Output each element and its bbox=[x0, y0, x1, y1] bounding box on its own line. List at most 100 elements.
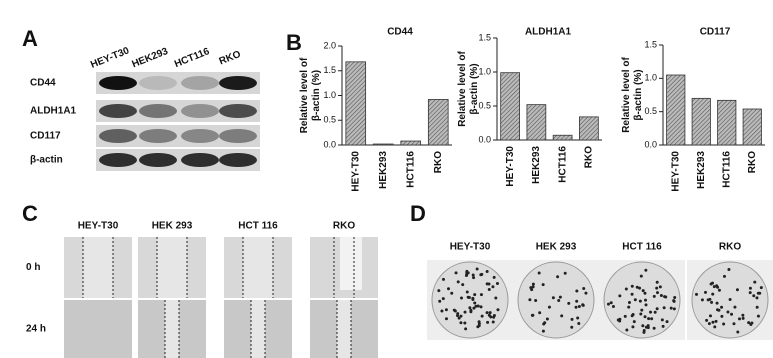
bar bbox=[427, 99, 449, 146]
y-tick-label: 1.5 bbox=[644, 39, 657, 49]
colony bbox=[726, 310, 730, 314]
chart-title: ALDH1A1 bbox=[525, 27, 572, 38]
colony bbox=[575, 289, 579, 293]
colony bbox=[486, 320, 490, 324]
colony bbox=[644, 303, 648, 307]
colony bbox=[485, 282, 489, 286]
colony bbox=[672, 307, 676, 311]
colony bbox=[473, 293, 477, 297]
blot-band bbox=[219, 153, 257, 167]
colony bbox=[468, 306, 472, 310]
colony bbox=[656, 291, 660, 295]
blot-strip bbox=[96, 100, 260, 122]
colony bbox=[494, 296, 498, 300]
y-tick-label: 0.5 bbox=[644, 106, 657, 116]
colony bbox=[655, 280, 659, 284]
colony bbox=[728, 297, 732, 301]
panel-label: C bbox=[22, 201, 38, 226]
lane-label: HEY-T30 bbox=[89, 45, 131, 71]
colony bbox=[545, 317, 549, 321]
y-tick-label: 0.0 bbox=[644, 139, 657, 149]
colony bbox=[480, 314, 484, 318]
colony bbox=[477, 324, 481, 328]
colony bbox=[531, 285, 535, 289]
bar bbox=[400, 140, 422, 146]
colony bbox=[748, 286, 752, 290]
y-tick-label: 1.0 bbox=[478, 66, 491, 76]
colony bbox=[727, 267, 731, 271]
dish bbox=[603, 261, 681, 339]
colony bbox=[638, 299, 642, 303]
y-tick-label: 0.5 bbox=[478, 100, 491, 110]
colony bbox=[730, 312, 734, 316]
colony bbox=[469, 310, 473, 314]
colony bbox=[755, 305, 759, 309]
blot-band bbox=[99, 129, 137, 143]
bar bbox=[691, 97, 711, 146]
blot-strip bbox=[96, 125, 260, 147]
colony bbox=[713, 325, 717, 329]
colony bbox=[576, 316, 580, 320]
column-label: HEY-T30 bbox=[450, 242, 491, 253]
colony bbox=[467, 296, 471, 300]
colony bbox=[722, 322, 726, 326]
blot-strip bbox=[96, 149, 260, 171]
colony bbox=[465, 290, 469, 294]
colony bbox=[557, 299, 561, 303]
colony bbox=[715, 301, 719, 305]
colony bbox=[446, 287, 450, 291]
colony bbox=[618, 294, 622, 298]
colony bbox=[570, 325, 574, 329]
colony bbox=[485, 311, 489, 315]
blot-band bbox=[139, 153, 177, 167]
y-tick-label: 0.0 bbox=[323, 139, 336, 149]
colony bbox=[465, 269, 469, 273]
colony bbox=[741, 316, 745, 320]
blot-band bbox=[219, 104, 257, 118]
colony bbox=[737, 317, 741, 321]
colony bbox=[440, 309, 444, 313]
colony bbox=[639, 274, 643, 278]
column-label: HEK 293 bbox=[152, 221, 193, 232]
colony bbox=[630, 314, 634, 318]
colony bbox=[485, 270, 489, 274]
colony bbox=[547, 305, 551, 309]
x-tick-label: RKO bbox=[747, 151, 758, 173]
colony bbox=[630, 284, 634, 288]
colony bbox=[661, 324, 665, 328]
colony bbox=[609, 301, 613, 305]
colony bbox=[672, 299, 676, 303]
x-tick-label: RKO bbox=[433, 151, 444, 173]
lane-label: HEK293 bbox=[130, 46, 170, 71]
y-axis-label-line: Relative level of bbox=[621, 57, 632, 133]
colony bbox=[584, 291, 588, 295]
colony bbox=[616, 318, 620, 322]
colony bbox=[528, 298, 532, 302]
row-label: ALDH1A1 bbox=[30, 106, 77, 117]
y-tick-label: 1.0 bbox=[323, 90, 336, 100]
colony bbox=[642, 330, 646, 334]
colony bbox=[574, 305, 578, 309]
colony bbox=[720, 305, 724, 309]
y-tick-label: 2.0 bbox=[323, 40, 336, 50]
colony bbox=[662, 306, 666, 310]
blot-band bbox=[99, 153, 137, 167]
colony bbox=[643, 315, 647, 319]
colony bbox=[759, 286, 763, 290]
y-axis-label: Relative level ofβ-actin (%) bbox=[299, 57, 322, 133]
colony bbox=[441, 277, 445, 281]
colony bbox=[643, 291, 647, 295]
colony bbox=[711, 292, 715, 296]
bar bbox=[500, 72, 520, 141]
row-label: 0 h bbox=[26, 262, 40, 273]
colony bbox=[700, 298, 704, 302]
blot-band bbox=[99, 76, 137, 90]
x-tick-label: HEK293 bbox=[531, 146, 542, 184]
colony bbox=[560, 314, 564, 318]
colony bbox=[652, 326, 656, 330]
x-tick-label: HEK293 bbox=[378, 151, 389, 189]
colony bbox=[457, 316, 461, 320]
colony bbox=[638, 286, 642, 290]
colony bbox=[556, 275, 560, 279]
colony bbox=[461, 283, 465, 287]
